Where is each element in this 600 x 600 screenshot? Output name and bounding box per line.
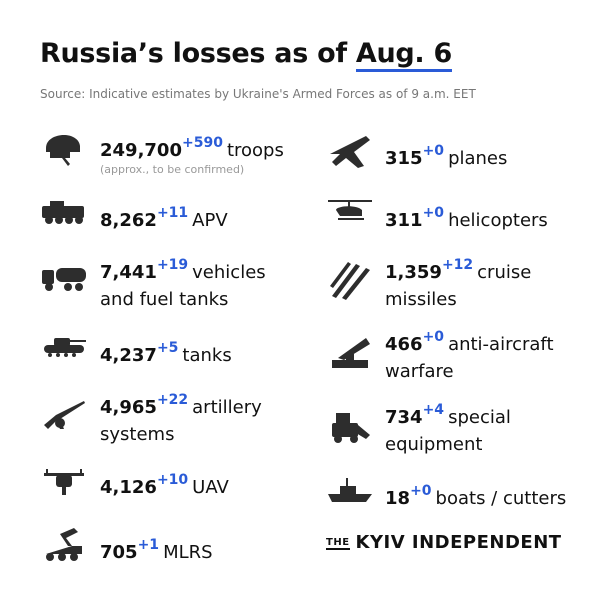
label: APV xyxy=(192,210,228,231)
line: 311+0 helicopters xyxy=(385,200,548,234)
item-text: 1,359+12 cruise missiles xyxy=(385,252,531,313)
label: cruise xyxy=(477,262,532,283)
icon xyxy=(330,136,370,168)
label: tanks xyxy=(182,345,232,366)
label: helicopters xyxy=(448,210,548,231)
delta: +0 xyxy=(422,329,445,345)
line: 466+0 anti-aircraft xyxy=(385,324,554,358)
delta: +0 xyxy=(410,483,432,499)
line: 315+0 planes xyxy=(385,138,507,172)
label: artillery xyxy=(192,397,262,418)
item-text: 4,126+10 UAV xyxy=(100,467,229,501)
value: 4,126 xyxy=(100,477,157,498)
value: 8,262 xyxy=(100,210,157,231)
logo-small: THE xyxy=(326,537,350,550)
line: 7,441+19 vehicles xyxy=(100,252,266,286)
item-text: 705+1 MLRS xyxy=(100,532,213,566)
line: 734+4 special xyxy=(385,397,511,431)
delta: +22 xyxy=(156,392,189,408)
label: and fuel tanks xyxy=(100,289,229,310)
icon xyxy=(328,200,372,220)
value: 315 xyxy=(385,148,423,169)
delta: +5 xyxy=(156,340,179,356)
label: boats / cutters xyxy=(435,488,567,509)
logo: THE KYIV INDEPENDENT xyxy=(326,532,562,553)
line: 705+1 MLRS xyxy=(100,532,213,566)
icon xyxy=(330,262,370,300)
delta: +11 xyxy=(156,205,189,221)
line: 18+0 boats / cutters xyxy=(385,478,566,512)
icon xyxy=(44,338,86,357)
delta: +0 xyxy=(422,143,445,159)
line: 1,359+12 cruise xyxy=(385,252,531,286)
label: missiles xyxy=(385,289,457,310)
value: 466 xyxy=(385,334,423,355)
line: 4,965+22 artillery xyxy=(100,387,262,421)
logo-main: KYIV INDEPENDENT xyxy=(355,532,562,553)
value: 18 xyxy=(385,488,411,509)
value: 4,965 xyxy=(100,397,157,418)
item-text: 315+0 planes xyxy=(385,138,507,172)
delta: +10 xyxy=(156,472,189,488)
title: Russia’s losses as of Aug. 6 xyxy=(40,38,452,72)
note: (approx., to be confirmed) xyxy=(100,163,245,176)
item-text: 249,700+590 troops (approx., to be confirm… xyxy=(100,130,284,176)
delta: +19 xyxy=(156,257,189,273)
icon xyxy=(44,401,85,429)
delta: +12 xyxy=(441,257,474,273)
value: 7,441 xyxy=(100,262,157,283)
icon xyxy=(332,413,370,443)
item-text: 734+4 special equipment xyxy=(385,397,511,458)
label: special xyxy=(448,407,511,428)
item-text: 311+0 helicopters xyxy=(385,200,548,234)
delta: +0 xyxy=(422,205,445,221)
label: UAV xyxy=(192,477,229,498)
icon xyxy=(44,469,84,495)
value: 249,700 xyxy=(100,140,182,161)
icon xyxy=(46,528,82,561)
label: anti-aircraft xyxy=(448,334,554,355)
line: 4,126+10 UAV xyxy=(100,467,229,501)
item-text: 4,965+22 artillery systems xyxy=(100,387,262,448)
item-text: 4,237+5 tanks xyxy=(100,335,232,369)
title-date: Aug. 6 xyxy=(355,39,452,72)
line: 8,262+11 APV xyxy=(100,200,228,234)
label: planes xyxy=(448,148,508,169)
title-text: Russia’s losses as of xyxy=(40,38,347,69)
icon xyxy=(332,338,370,368)
label: systems xyxy=(100,424,175,445)
value: 705 xyxy=(100,542,138,563)
icon xyxy=(42,268,86,291)
delta: +1 xyxy=(137,537,160,553)
delta: +590 xyxy=(181,135,223,151)
icon xyxy=(46,134,80,166)
label: equipment xyxy=(385,434,483,455)
label: vehicles xyxy=(192,262,266,283)
icon xyxy=(328,478,372,502)
item-text: 7,441+19 vehicles and fuel tanks xyxy=(100,252,266,313)
value: 1,359 xyxy=(385,262,442,283)
item-text: 8,262+11 APV xyxy=(100,200,228,234)
value: 4,237 xyxy=(100,345,157,366)
label: MLRS xyxy=(163,542,213,563)
value: 311 xyxy=(385,210,423,231)
label: troops xyxy=(226,140,284,161)
item-text: 466+0 anti-aircraft warfare xyxy=(385,324,554,385)
value: 734 xyxy=(385,407,423,428)
icon xyxy=(42,201,84,224)
delta: +4 xyxy=(422,402,445,418)
label: warfare xyxy=(385,361,454,382)
source: Source: Indicative estimates by Ukraine'… xyxy=(40,87,476,101)
line: 249,700+590 troops xyxy=(100,130,284,164)
item-text: 18+0 boats / cutters xyxy=(385,478,566,512)
line: 4,237+5 tanks xyxy=(100,335,232,369)
